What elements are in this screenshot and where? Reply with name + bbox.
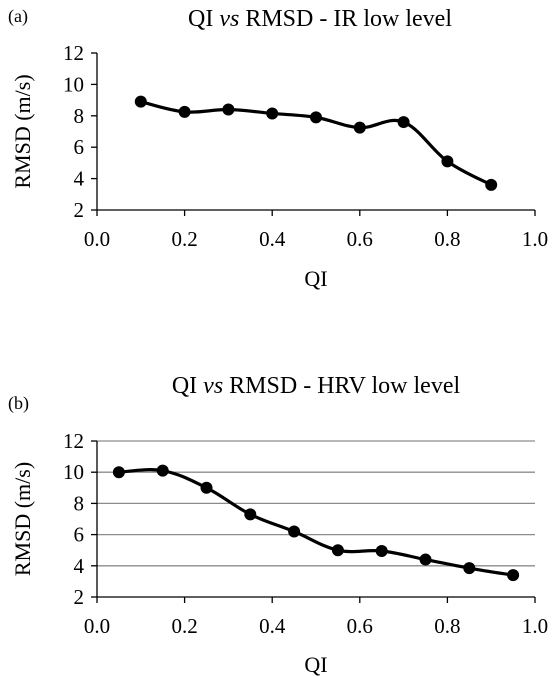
data-point: [266, 107, 279, 120]
x-tick-label: 0.4: [259, 614, 286, 638]
y-tick-label: 4: [74, 554, 85, 578]
chart-title: QI vs RMSD - IR low level: [188, 6, 452, 32]
y-tick-label: 12: [63, 41, 84, 65]
y-tick-label: 12: [63, 429, 84, 453]
chart-title-prefix: QI: [188, 6, 219, 32]
x-tick-label: 0.4: [259, 227, 286, 251]
y-tick-label: 2: [74, 585, 85, 609]
x-tick-label: 1.0: [522, 614, 548, 638]
data-point: [134, 95, 147, 108]
data-point: [507, 569, 520, 582]
y-tick-label: 6: [74, 523, 85, 547]
x-tick-label: 0.8: [434, 614, 460, 638]
x-axis-label: QI: [304, 266, 327, 291]
panel-label: (a): [8, 6, 28, 27]
y-tick-label: 6: [74, 135, 85, 159]
data-point: [222, 103, 235, 116]
chart-title-italic: vs: [203, 373, 223, 399]
data-point: [310, 111, 322, 124]
y-tick-label: 10: [63, 460, 84, 484]
x-tick-label: 0.8: [434, 227, 460, 251]
chart-title-suffix: RMSD - HRV low level: [223, 373, 460, 399]
data-point: [463, 562, 476, 575]
data-point: [112, 466, 125, 479]
data-point: [200, 481, 213, 494]
y-axis-label: RMSD (m/s): [10, 74, 35, 188]
x-tick-label: 0.0: [84, 614, 110, 638]
data-point: [419, 553, 432, 566]
x-axis-label: QI: [304, 652, 327, 677]
x-tick-label: 0.6: [347, 614, 373, 638]
x-tick-label: 1.0: [522, 227, 548, 251]
data-point: [353, 121, 366, 134]
series-line: [118, 468, 514, 577]
data-point: [441, 155, 454, 168]
data-point: [244, 508, 257, 521]
y-axis-label: RMSD (m/s): [10, 462, 35, 576]
y-tick-label: 10: [63, 72, 84, 96]
x-tick-label: 0.0: [84, 227, 110, 251]
data-point: [288, 525, 301, 538]
chart-title: QI vs RMSD - HRV low level: [172, 373, 461, 399]
data-point: [331, 544, 344, 557]
chart-a: (a) QI vs RMSD - IR low level 2 4 6 8 10 12 0.0 0…: [8, 6, 548, 291]
chart-b: (b) QI vs RMSD - HRV low level 2 4 6 8 10 12 0.0…: [8, 373, 548, 677]
x-tick-label: 0.2: [171, 614, 197, 638]
y-tick-label: 2: [74, 198, 85, 222]
chart-title-suffix: RMSD - IR low level: [239, 6, 452, 32]
panel-label: (b): [8, 393, 29, 414]
data-point: [156, 464, 169, 477]
chart-title-italic: vs: [219, 6, 239, 32]
data-point: [397, 116, 410, 129]
data-point: [375, 544, 388, 557]
data-point: [178, 105, 191, 118]
x-tick-label: 0.6: [347, 227, 373, 251]
y-tick-label: 4: [74, 167, 85, 191]
x-tick-label: 0.2: [171, 227, 197, 251]
data-point: [485, 178, 498, 191]
chart-title-prefix: QI: [172, 373, 203, 399]
y-tick-label: 8: [74, 491, 85, 515]
y-tick-label: 8: [74, 104, 85, 128]
